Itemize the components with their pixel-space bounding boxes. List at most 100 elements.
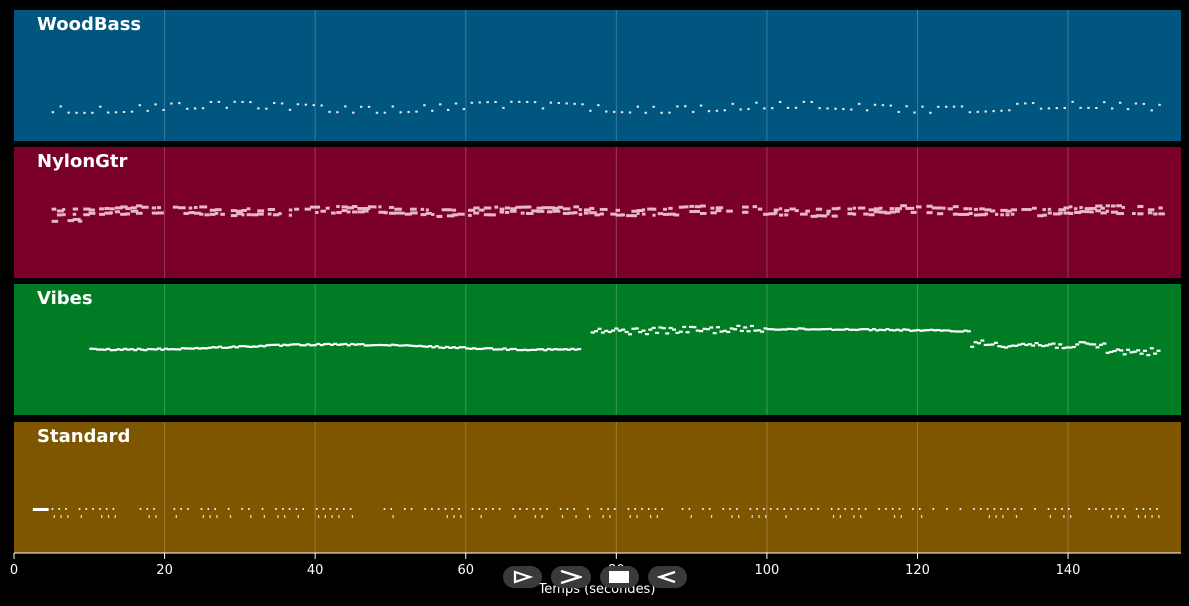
note [910, 206, 915, 210]
note [565, 102, 568, 105]
note [597, 327, 602, 330]
note [473, 206, 480, 210]
note [272, 102, 276, 105]
note [900, 515, 902, 518]
note [394, 207, 402, 211]
note [378, 210, 386, 214]
note [510, 100, 513, 103]
note [123, 347, 128, 350]
note [336, 211, 342, 215]
note [787, 327, 792, 331]
note [1055, 107, 1059, 110]
note [573, 211, 578, 215]
note [765, 515, 767, 518]
note [773, 211, 778, 215]
note [736, 508, 738, 510]
note [296, 103, 300, 106]
note [344, 105, 347, 108]
note [383, 211, 388, 215]
note [875, 329, 880, 332]
note [853, 515, 855, 518]
note [1010, 344, 1015, 347]
note [993, 341, 998, 344]
note [257, 212, 264, 216]
note [72, 212, 77, 216]
note [483, 213, 491, 217]
note [1041, 344, 1046, 348]
x-tick-label: 20 [156, 563, 173, 578]
note [268, 343, 273, 347]
note [1084, 207, 1091, 211]
note [902, 328, 907, 331]
x-tick-label: 0 [10, 563, 18, 578]
rewind-button[interactable] [647, 566, 687, 588]
note [120, 212, 127, 216]
note [288, 508, 291, 510]
note [341, 209, 348, 213]
note [733, 328, 738, 331]
note [330, 211, 336, 215]
note [1116, 204, 1122, 208]
note [766, 328, 771, 331]
note [1063, 211, 1071, 215]
note [600, 331, 605, 334]
note [257, 107, 260, 110]
note [553, 347, 558, 351]
forward-button[interactable] [551, 566, 591, 588]
note [420, 213, 427, 217]
note [227, 508, 230, 510]
note [214, 346, 219, 349]
note [959, 508, 962, 510]
note [292, 343, 297, 346]
note [913, 111, 916, 114]
note [356, 343, 361, 346]
x-tick-label: 40 [307, 563, 324, 578]
note [979, 213, 987, 217]
note [1068, 211, 1074, 215]
stop-button[interactable] [599, 566, 639, 588]
note [722, 508, 725, 510]
note [995, 515, 997, 518]
note [343, 342, 348, 346]
note [952, 205, 959, 209]
note [1047, 107, 1051, 110]
note [122, 110, 126, 113]
note [549, 101, 553, 104]
note [838, 328, 843, 331]
note [468, 208, 476, 212]
note [607, 330, 612, 334]
note [710, 206, 715, 210]
note [317, 515, 320, 518]
note [275, 343, 280, 346]
note [897, 110, 900, 113]
note [794, 328, 799, 331]
note [320, 104, 323, 107]
note [597, 104, 600, 107]
note [62, 213, 66, 217]
note [660, 111, 663, 114]
note [65, 508, 67, 510]
note [225, 106, 228, 109]
note [746, 330, 751, 333]
note [446, 208, 453, 212]
play-button[interactable] [503, 566, 543, 588]
note [739, 329, 744, 333]
note [810, 214, 818, 218]
note [547, 210, 553, 214]
note [665, 332, 670, 335]
note [414, 345, 419, 348]
note [1122, 353, 1127, 356]
note [604, 329, 609, 332]
note [312, 104, 315, 107]
note [1158, 103, 1161, 106]
note [209, 212, 216, 216]
note [847, 212, 854, 216]
note [428, 345, 433, 348]
note [75, 111, 78, 114]
note [295, 508, 298, 510]
note [722, 329, 727, 332]
note [1110, 204, 1116, 208]
note [836, 206, 841, 210]
note [1063, 206, 1070, 210]
note [939, 329, 944, 332]
